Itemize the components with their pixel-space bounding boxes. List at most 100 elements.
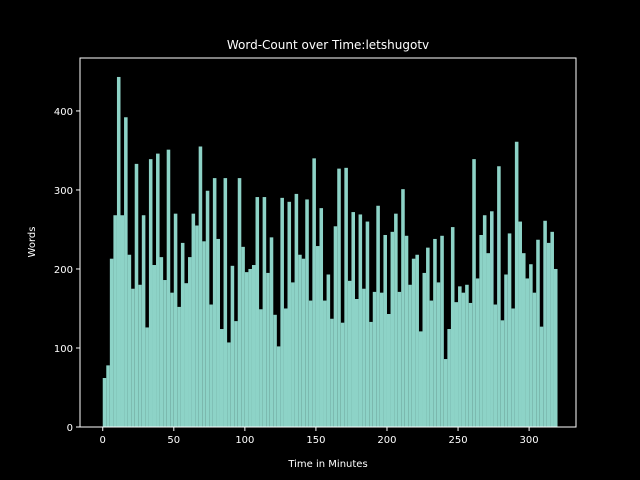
- bar: [138, 284, 142, 427]
- bar: [408, 284, 412, 427]
- bar: [113, 215, 117, 427]
- bar: [461, 292, 466, 427]
- bar: [386, 314, 391, 427]
- bar: [429, 300, 434, 427]
- bar: [454, 302, 459, 427]
- bar: [514, 141, 519, 427]
- y-tick-label: 200: [54, 265, 73, 276]
- bar: [216, 238, 220, 427]
- bar: [347, 280, 352, 427]
- bar: [145, 327, 149, 427]
- x-tick-label: 50: [167, 435, 180, 446]
- bar: [202, 241, 206, 427]
- bar: [358, 214, 363, 427]
- bar: [205, 190, 210, 427]
- bar: [273, 314, 277, 427]
- bar: [433, 238, 437, 427]
- y-tick-label: 300: [54, 186, 73, 197]
- bar: [404, 235, 409, 427]
- bar: [326, 274, 331, 427]
- bar: [148, 159, 153, 427]
- bar: [422, 272, 427, 427]
- bar: [507, 233, 512, 427]
- bar: [372, 291, 377, 427]
- x-axis-label: Time in Minutes: [287, 459, 367, 470]
- bar: [529, 264, 533, 427]
- bar: [465, 284, 469, 427]
- bar: [109, 258, 114, 427]
- bar: [379, 292, 384, 427]
- bar: [493, 304, 498, 427]
- bar: [362, 288, 366, 427]
- bar: [500, 320, 505, 427]
- bar: [390, 231, 395, 427]
- x-tick-label: 150: [306, 435, 325, 446]
- bar: [294, 193, 299, 427]
- bar: [315, 246, 320, 427]
- bar: [124, 117, 128, 428]
- bar: [518, 221, 522, 427]
- bar: [411, 258, 416, 427]
- bar: [262, 197, 267, 427]
- bar: [116, 76, 121, 428]
- bar: [312, 158, 316, 427]
- y-tick-label: 100: [54, 344, 73, 355]
- bar: [415, 254, 419, 427]
- bar: [553, 268, 558, 427]
- bar: [543, 220, 547, 427]
- bar: [102, 378, 107, 427]
- bar: [227, 342, 231, 427]
- bar: [280, 197, 284, 427]
- bar: [440, 235, 444, 427]
- x-tick-label: 100: [235, 435, 254, 446]
- bar: [120, 215, 125, 427]
- bar: [173, 213, 178, 427]
- bar: [223, 178, 228, 427]
- bar: [479, 234, 483, 427]
- bar: [134, 163, 139, 428]
- bar: [550, 231, 554, 427]
- bar: [504, 274, 508, 427]
- bar: [532, 292, 537, 427]
- bar: [458, 286, 462, 427]
- bar: [259, 309, 263, 427]
- bar: [490, 211, 494, 427]
- x-tick-label: 200: [377, 435, 396, 446]
- bar: [237, 178, 242, 427]
- bar: [276, 346, 281, 427]
- bar: [141, 215, 146, 427]
- bar: [219, 329, 224, 427]
- bar: [287, 201, 292, 427]
- bar: [209, 304, 213, 427]
- bar: [369, 321, 373, 427]
- bar: [248, 268, 252, 427]
- bar: [230, 265, 235, 427]
- chart-title: Word-Count over Time:letshugotv: [227, 38, 429, 52]
- bar: [397, 291, 402, 427]
- bar: [301, 258, 306, 427]
- bar: [291, 282, 295, 427]
- bar: [376, 205, 380, 427]
- bar: [344, 167, 348, 427]
- bar: [436, 282, 441, 427]
- bar: [166, 149, 171, 427]
- bar: [521, 253, 526, 427]
- bar: [188, 257, 192, 427]
- bar: [450, 227, 455, 427]
- bar: [127, 254, 132, 427]
- bar: [468, 302, 473, 427]
- bar: [426, 247, 430, 427]
- bar: [319, 208, 324, 427]
- bar: [255, 197, 260, 427]
- bar: [365, 221, 370, 427]
- axes-frame: [79, 57, 577, 428]
- bar: [212, 178, 217, 427]
- bar: [497, 166, 501, 427]
- bar: [106, 365, 110, 427]
- bar: [355, 298, 359, 427]
- bar: [198, 146, 203, 428]
- bar: [305, 199, 309, 427]
- bar: [234, 321, 238, 427]
- bar: [298, 254, 302, 427]
